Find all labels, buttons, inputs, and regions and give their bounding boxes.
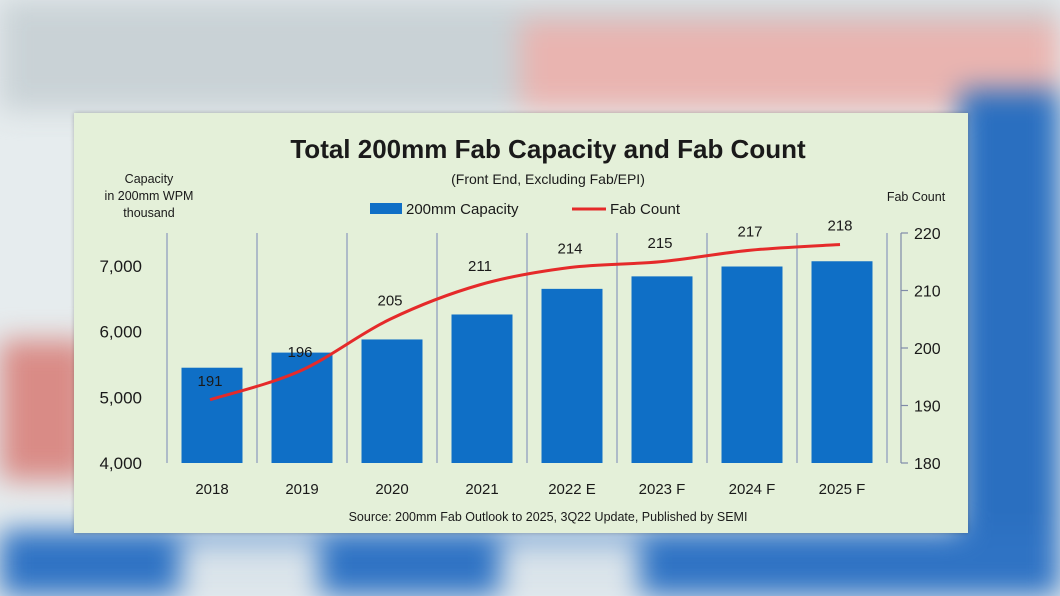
chart-source: Source: 200mm Fab Outlook to 2025, 3Q22 … (349, 510, 748, 524)
x-axis-tick-label: 2019 (285, 481, 318, 498)
x-axis-tick-label: 2020 (375, 481, 408, 498)
chart-title: Total 200mm Fab Capacity and Fab Count (290, 134, 806, 164)
legend-label-capacity: 200mm Capacity (406, 201, 519, 218)
capacity-bar (721, 266, 783, 463)
capacity-bar (631, 276, 693, 463)
right-axis-tick-label: 200 (914, 341, 941, 358)
chart-card: Total 200mm Fab Capacity and Fab Count (… (74, 113, 968, 533)
fab-count-data-label: 218 (827, 218, 852, 235)
capacity-bars (181, 261, 873, 463)
capacity-bar (811, 261, 873, 463)
left-axis-tick-label: 4,000 (99, 454, 142, 473)
x-axis-tick-label: 2018 (195, 481, 228, 498)
fab-count-data-label: 214 (557, 241, 582, 258)
capacity-bar (361, 339, 423, 463)
legend-swatch-capacity (370, 203, 402, 214)
chart: Total 200mm Fab Capacity and Fab Count (… (99, 134, 946, 524)
x-axis-tick-label: 2023 F (639, 481, 686, 498)
x-axis-tick-label: 2025 F (819, 481, 866, 498)
fab-count-data-label: 211 (468, 258, 492, 275)
right-axis-tick-label: 210 (914, 284, 941, 301)
fab-count-data-label: 205 (377, 292, 402, 309)
capacity-bar (181, 367, 243, 463)
x-axis-tick-label: 2022 E (548, 481, 596, 498)
left-axis-label-line-2: in 200mm WPM (105, 189, 194, 203)
fab-count-line (209, 243, 841, 402)
left-axis-label-line-1: Capacity (125, 172, 174, 186)
legend-label-fab-count: Fab Count (610, 201, 681, 218)
left-axis-label-line-3: thousand (123, 206, 174, 220)
left-axis-tick-label: 7,000 (99, 257, 142, 276)
chart-subtitle: (Front End, Excluding Fab/EPI) (451, 171, 645, 187)
capacity-bar (541, 288, 603, 463)
right-axis-tick-label: 220 (914, 226, 941, 243)
fab-count-data-label: 215 (647, 235, 672, 252)
capacity-bar (451, 314, 513, 463)
x-axis-tick-label: 2024 F (729, 481, 776, 498)
gridlines (166, 233, 888, 463)
fab-count-data-label: 217 (737, 223, 762, 240)
right-axis-tick-label: 190 (914, 399, 941, 416)
fab-count-data-label: 196 (287, 344, 312, 361)
x-axis-tick-label: 2021 (465, 481, 498, 498)
axes: 4,000 5,000 6,000 7,000 180 190 200 210 220 2018 2… (99, 226, 940, 498)
right-axis-tick-label: 180 (914, 456, 941, 473)
fab-count-line-group: 191 196 205 211 214 215 217 218 (197, 218, 853, 402)
right-axis-label: Fab Count (887, 190, 946, 204)
fab-count-data-label: 191 (197, 373, 222, 390)
left-axis-tick-label: 6,000 (99, 323, 142, 342)
left-axis-tick-label: 5,000 (99, 388, 142, 407)
